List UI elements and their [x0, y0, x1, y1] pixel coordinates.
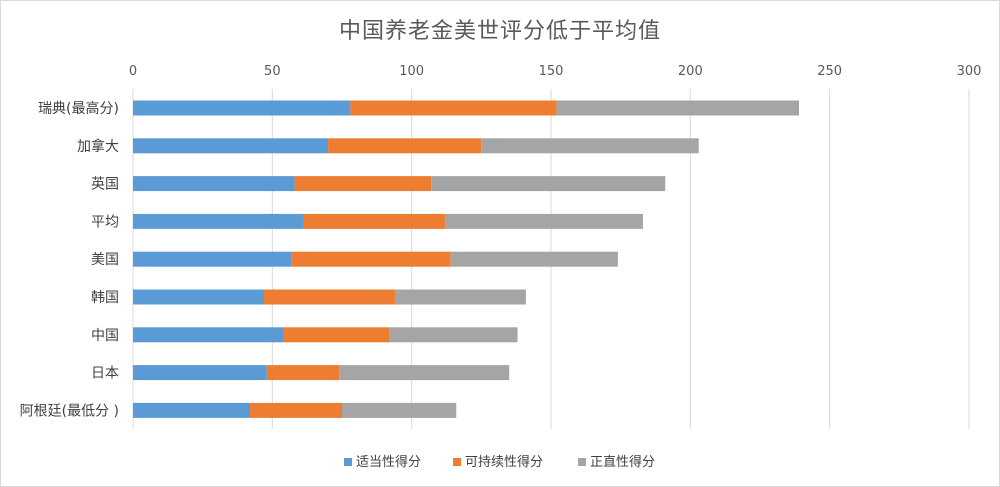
- bar-segment-3: [481, 138, 699, 154]
- bar-segment-3: [431, 176, 666, 192]
- bar-segment-3: [339, 365, 510, 381]
- bar-segment-2: [302, 213, 446, 229]
- legend-label: 适当性得分: [356, 454, 421, 470]
- bar-segment-3: [445, 213, 643, 229]
- bar-segment-1: [133, 327, 284, 343]
- category-label: 平均: [91, 214, 119, 230]
- legend-swatch: [344, 458, 352, 466]
- bar-segment-1: [133, 251, 292, 267]
- category-label: 瑞典(最高分): [38, 100, 119, 117]
- bar-segment-3: [342, 402, 457, 418]
- bar-segment-3: [556, 100, 800, 116]
- x-tick-label: 250: [817, 64, 842, 79]
- bar-segment-3: [389, 327, 518, 343]
- x-tick-label: 150: [539, 64, 564, 79]
- bar-segment-2: [291, 251, 451, 267]
- x-tick-label: 0: [129, 64, 137, 79]
- bar-segment-1: [133, 100, 351, 116]
- bar-segment-1: [133, 176, 295, 192]
- bar-segment-1: [133, 365, 267, 381]
- bar-segment-1: [133, 402, 251, 418]
- category-label: 韩国: [91, 290, 119, 306]
- bar-segment-1: [133, 138, 329, 154]
- bar-segment-1: [133, 289, 264, 305]
- x-tick-label: 50: [264, 64, 281, 79]
- legend-swatch: [453, 458, 461, 466]
- category-label: 日本: [91, 366, 119, 382]
- bar-segment-2: [263, 289, 395, 305]
- bar-segment-2: [294, 176, 432, 192]
- bar-segment-2: [283, 327, 390, 343]
- bar-segment-1: [133, 213, 303, 229]
- bar-segment-2: [266, 365, 340, 381]
- category-label: 中国: [91, 328, 119, 344]
- bar-segment-2: [250, 402, 342, 418]
- chart-title: 中国养老金美世评分低于平均值: [338, 19, 661, 44]
- category-label: 美国: [91, 252, 119, 268]
- category-label: 阿根廷(最低分 ): [20, 403, 119, 419]
- category-label: 英国: [91, 176, 119, 193]
- legend-swatch: [578, 458, 586, 466]
- bar-segment-2: [328, 138, 482, 154]
- legend-label: 正直性得分: [590, 454, 655, 470]
- x-tick-label: 300: [957, 64, 982, 79]
- bar-segment-3: [394, 289, 526, 305]
- x-tick-label: 100: [399, 64, 424, 79]
- bar-segment-2: [350, 100, 557, 116]
- legend-label: 可持续性得分: [465, 454, 543, 470]
- x-tick-label: 200: [678, 64, 703, 79]
- category-label: 加拿大: [77, 138, 119, 155]
- bar-segment-3: [450, 251, 618, 267]
